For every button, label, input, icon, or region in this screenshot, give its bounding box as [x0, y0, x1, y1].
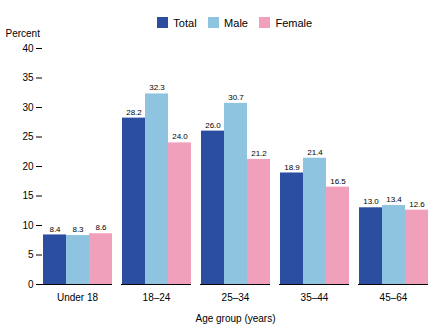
svg-text:30.7: 30.7 — [228, 93, 244, 102]
svg-text:25: 25 — [22, 131, 34, 142]
svg-text:Under 18: Under 18 — [57, 292, 99, 303]
svg-text:13.4: 13.4 — [386, 195, 402, 204]
svg-text:18.9: 18.9 — [284, 163, 300, 172]
svg-text:Percent: Percent — [6, 28, 41, 39]
svg-text:12.6: 12.6 — [409, 200, 425, 209]
svg-text:13.0: 13.0 — [363, 197, 379, 206]
svg-text:5: 5 — [28, 249, 34, 260]
svg-text:0: 0 — [28, 279, 34, 290]
svg-text:8.4: 8.4 — [49, 225, 61, 234]
svg-text:24.0: 24.0 — [172, 132, 188, 141]
svg-text:20: 20 — [22, 161, 34, 172]
svg-text:26.0: 26.0 — [205, 121, 221, 130]
svg-text:16.5: 16.5 — [330, 177, 346, 186]
svg-text:32.3: 32.3 — [149, 83, 165, 92]
html-text:Male: Male — [224, 16, 248, 29]
svg-text:35–44: 35–44 — [301, 292, 329, 303]
svg-text:Age group (years): Age group (years) — [195, 313, 275, 324]
svg-text:18–24: 18–24 — [143, 292, 171, 303]
svg-text:8.3: 8.3 — [72, 225, 84, 234]
svg-text:15: 15 — [22, 190, 34, 201]
svg-text:40: 40 — [22, 43, 34, 54]
svg-text:10: 10 — [22, 220, 34, 231]
svg-text:45–64: 45–64 — [380, 292, 408, 303]
svg-text:25–34: 25–34 — [222, 292, 250, 303]
svg-text:8.6: 8.6 — [95, 223, 107, 232]
svg-text:21.2: 21.2 — [251, 149, 267, 158]
svg-text:35: 35 — [22, 72, 34, 83]
html-text:Total: Total — [173, 16, 197, 29]
svg-text:30: 30 — [22, 102, 34, 113]
svg-text:21.4: 21.4 — [307, 148, 323, 157]
html-text:Female: Female — [275, 16, 313, 29]
svg-text:28.2: 28.2 — [126, 108, 142, 117]
